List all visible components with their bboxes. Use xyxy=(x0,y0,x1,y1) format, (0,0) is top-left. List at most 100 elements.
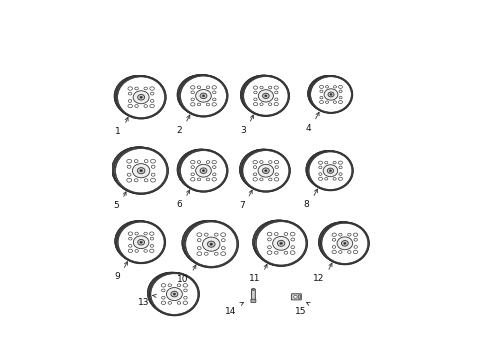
Ellipse shape xyxy=(259,161,263,163)
Ellipse shape xyxy=(253,103,257,106)
Ellipse shape xyxy=(185,221,237,267)
Ellipse shape xyxy=(204,252,208,255)
Ellipse shape xyxy=(207,241,215,247)
Ellipse shape xyxy=(338,173,342,175)
Ellipse shape xyxy=(308,152,351,190)
Ellipse shape xyxy=(324,161,327,164)
Ellipse shape xyxy=(253,98,257,101)
Ellipse shape xyxy=(206,178,209,181)
Ellipse shape xyxy=(343,242,346,244)
Ellipse shape xyxy=(338,96,342,99)
Ellipse shape xyxy=(290,232,294,236)
Ellipse shape xyxy=(268,86,271,89)
Ellipse shape xyxy=(324,177,327,180)
Ellipse shape xyxy=(214,252,218,255)
Ellipse shape xyxy=(341,240,347,246)
Ellipse shape xyxy=(279,242,282,244)
Ellipse shape xyxy=(150,92,154,95)
Ellipse shape xyxy=(128,232,132,235)
Ellipse shape xyxy=(197,239,201,242)
Text: 6: 6 xyxy=(176,200,182,209)
Ellipse shape xyxy=(262,93,268,99)
Ellipse shape xyxy=(329,94,331,95)
Ellipse shape xyxy=(221,247,225,250)
Ellipse shape xyxy=(324,89,337,100)
Ellipse shape xyxy=(212,103,216,106)
Ellipse shape xyxy=(319,96,322,99)
Ellipse shape xyxy=(298,295,300,299)
Ellipse shape xyxy=(274,166,278,168)
Ellipse shape xyxy=(128,99,132,102)
Ellipse shape xyxy=(319,100,323,104)
Ellipse shape xyxy=(331,233,336,237)
Ellipse shape xyxy=(149,232,154,235)
Ellipse shape xyxy=(206,103,209,106)
Ellipse shape xyxy=(140,96,142,98)
FancyBboxPatch shape xyxy=(251,289,255,301)
Ellipse shape xyxy=(115,148,167,193)
Ellipse shape xyxy=(319,90,322,93)
Ellipse shape xyxy=(353,233,357,237)
Ellipse shape xyxy=(150,159,155,163)
Ellipse shape xyxy=(180,150,226,191)
Ellipse shape xyxy=(328,170,331,172)
Ellipse shape xyxy=(212,177,216,181)
Ellipse shape xyxy=(150,178,155,182)
Ellipse shape xyxy=(272,237,289,250)
Ellipse shape xyxy=(183,296,187,299)
Ellipse shape xyxy=(268,103,271,105)
Ellipse shape xyxy=(151,173,155,176)
Ellipse shape xyxy=(202,237,220,251)
Ellipse shape xyxy=(268,178,271,181)
Text: 15: 15 xyxy=(295,307,306,315)
Ellipse shape xyxy=(183,284,187,287)
Ellipse shape xyxy=(252,177,257,181)
Ellipse shape xyxy=(336,237,352,250)
Ellipse shape xyxy=(128,237,132,240)
Ellipse shape xyxy=(338,85,342,89)
Ellipse shape xyxy=(318,173,321,175)
Ellipse shape xyxy=(128,104,132,108)
Ellipse shape xyxy=(161,289,165,292)
Ellipse shape xyxy=(325,86,328,88)
Text: 10: 10 xyxy=(177,275,188,284)
Text: 12: 12 xyxy=(312,274,324,283)
Ellipse shape xyxy=(149,104,154,108)
Ellipse shape xyxy=(212,166,216,168)
Ellipse shape xyxy=(338,166,342,168)
Text: 8: 8 xyxy=(303,200,309,209)
Ellipse shape xyxy=(197,86,200,89)
Ellipse shape xyxy=(177,284,181,287)
Ellipse shape xyxy=(138,239,144,245)
Text: 9: 9 xyxy=(114,272,120,281)
Ellipse shape xyxy=(252,161,257,164)
Ellipse shape xyxy=(212,173,216,176)
Ellipse shape xyxy=(274,98,277,101)
Ellipse shape xyxy=(258,90,273,102)
Ellipse shape xyxy=(273,103,278,106)
Ellipse shape xyxy=(150,273,198,315)
Ellipse shape xyxy=(323,165,337,177)
Ellipse shape xyxy=(253,166,256,168)
Ellipse shape xyxy=(143,232,147,235)
Text: 14: 14 xyxy=(225,307,236,315)
Ellipse shape xyxy=(331,250,336,254)
Ellipse shape xyxy=(132,164,149,178)
Text: 4: 4 xyxy=(305,123,310,132)
Ellipse shape xyxy=(258,164,273,177)
Ellipse shape xyxy=(259,86,263,89)
Ellipse shape xyxy=(212,86,216,89)
Ellipse shape xyxy=(197,161,200,163)
Ellipse shape xyxy=(347,251,350,253)
Ellipse shape xyxy=(166,288,182,301)
Ellipse shape xyxy=(212,91,216,94)
Ellipse shape xyxy=(190,161,195,164)
Ellipse shape xyxy=(127,173,131,176)
Ellipse shape xyxy=(325,101,328,103)
Ellipse shape xyxy=(242,150,289,191)
Ellipse shape xyxy=(264,95,266,97)
Ellipse shape xyxy=(253,173,256,176)
Ellipse shape xyxy=(191,173,194,176)
Ellipse shape xyxy=(252,288,254,291)
Ellipse shape xyxy=(347,233,350,236)
